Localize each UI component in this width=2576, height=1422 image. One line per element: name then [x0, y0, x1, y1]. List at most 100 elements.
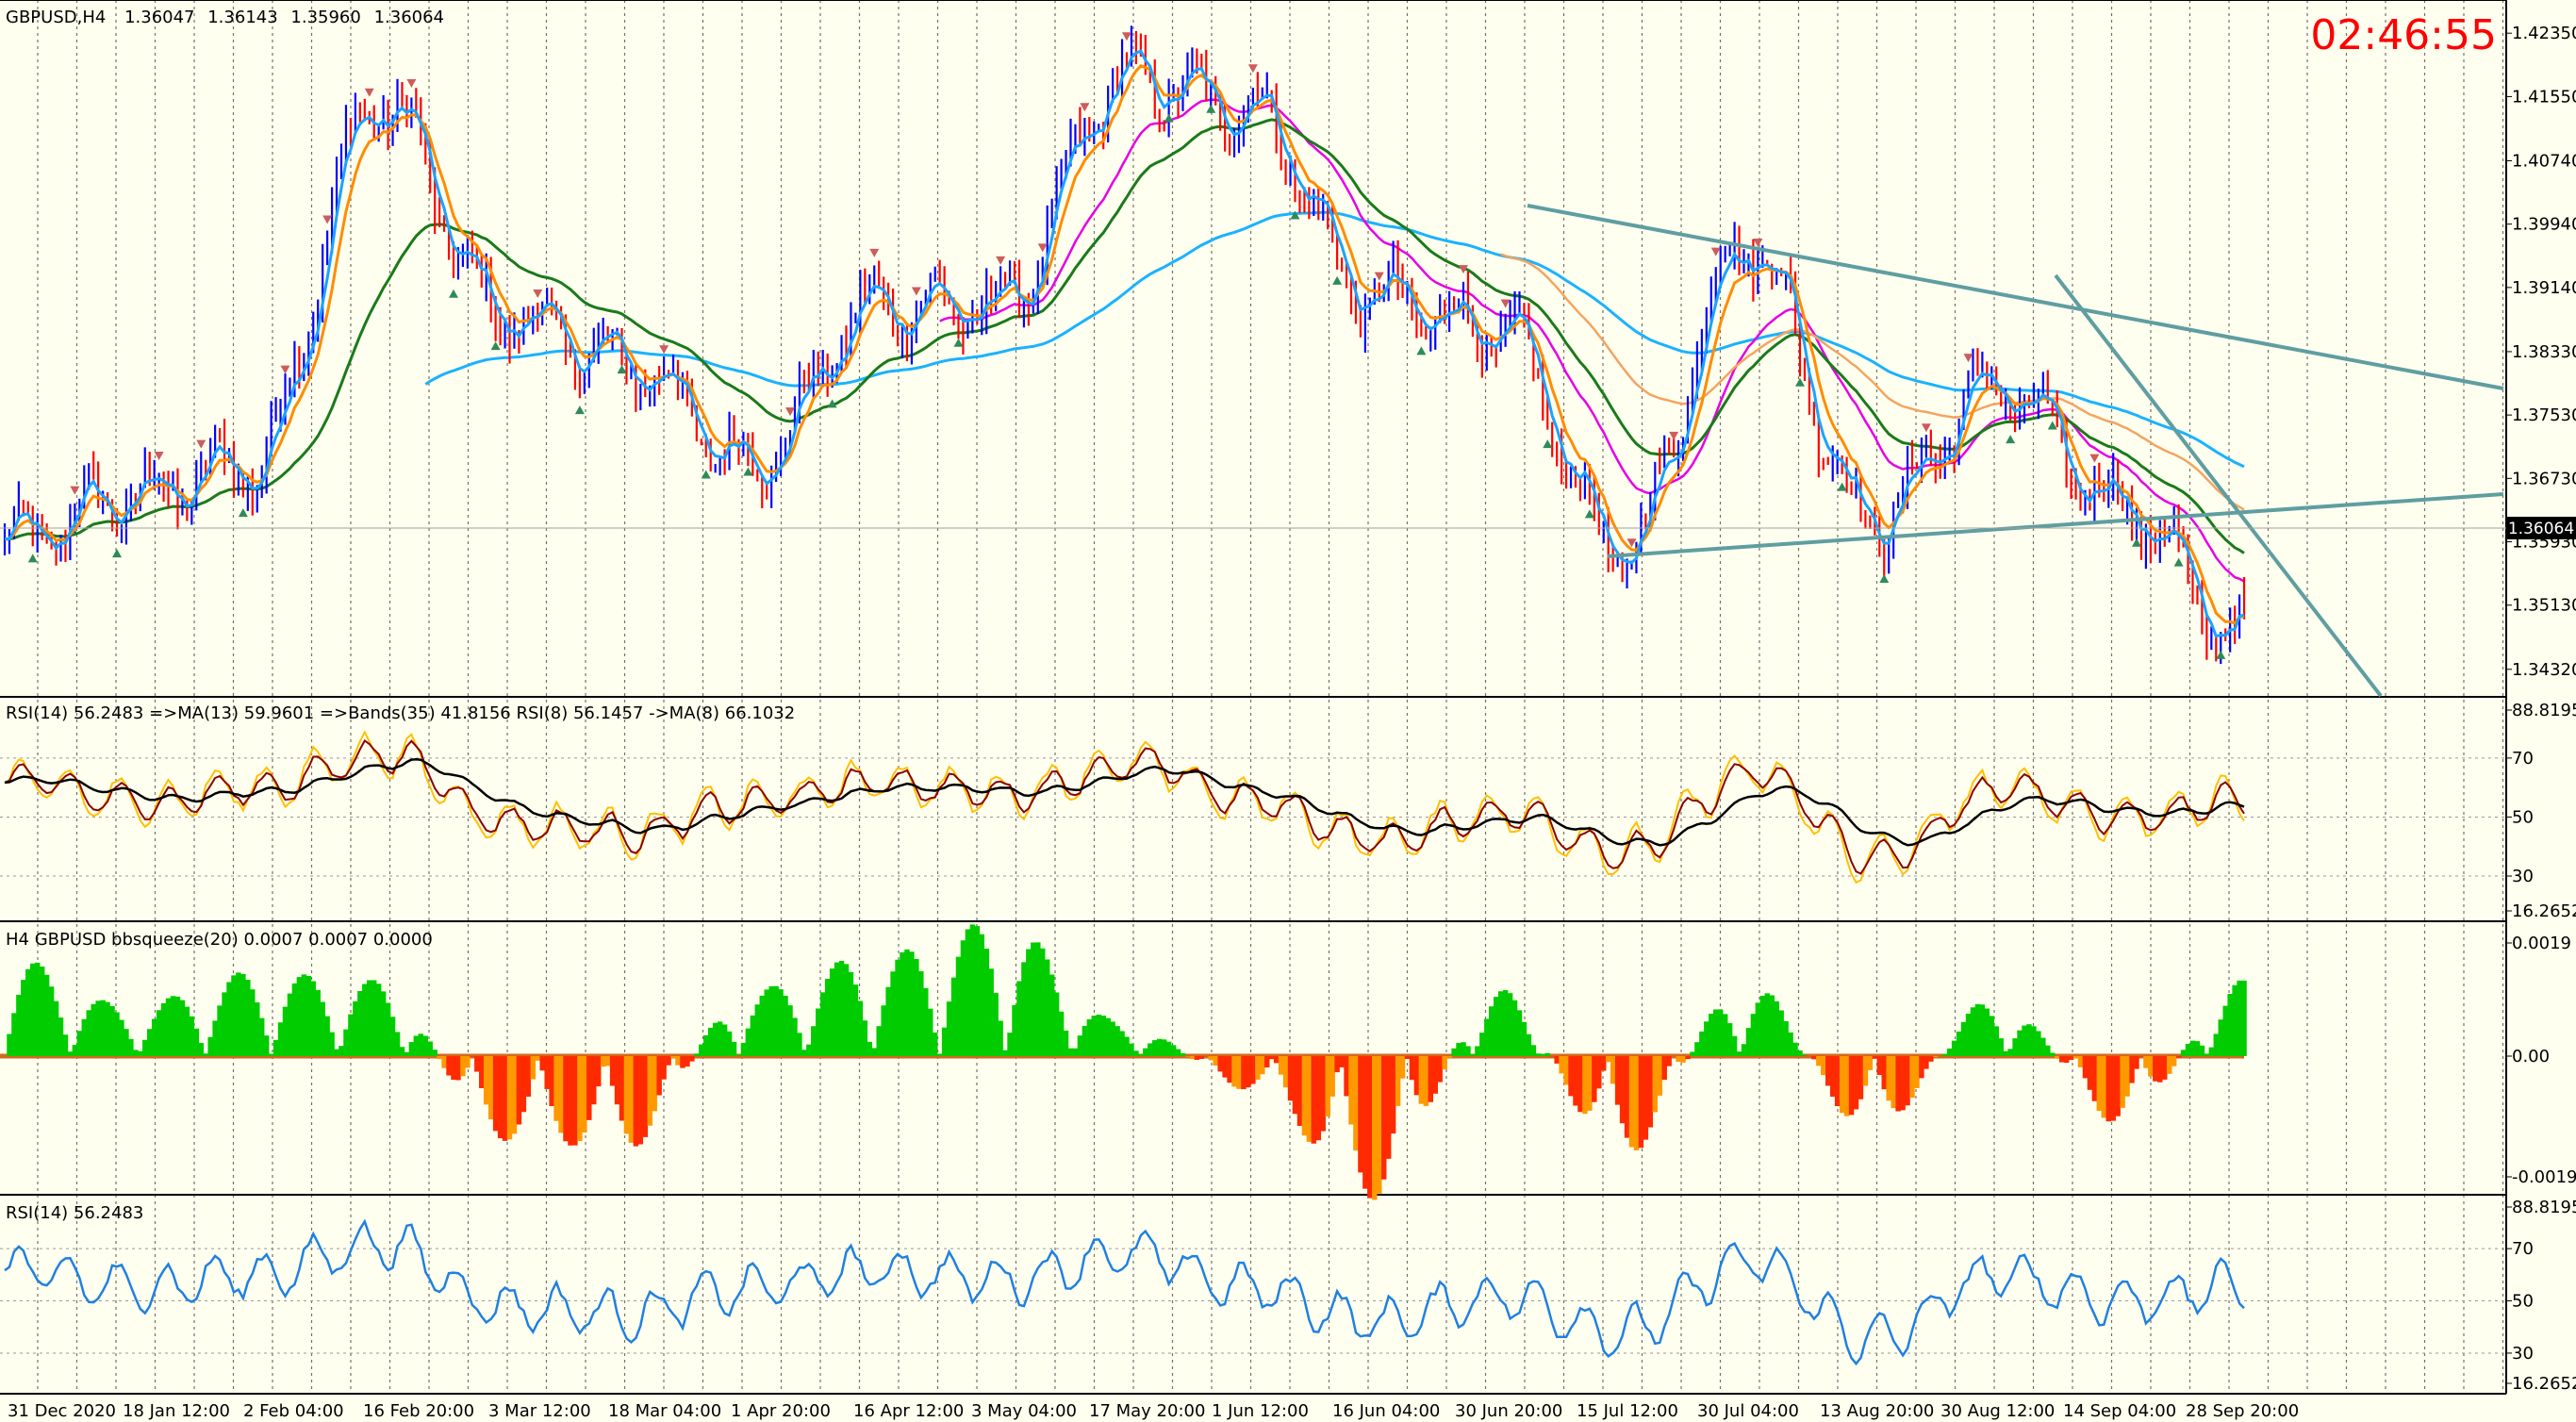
sell-arrow	[533, 289, 543, 299]
time-axis-label: 3 Mar 12:00	[488, 1401, 591, 1421]
ma-flat-path	[1500, 253, 2245, 511]
sell-arrow	[869, 248, 880, 257]
axis-tick-label: 16.2652	[2512, 901, 2576, 921]
current-price-tag: 1.36064	[2506, 517, 2576, 539]
time-axis-label: 14 Sep 04:00	[2063, 1401, 2176, 1421]
sell-arrow	[1753, 238, 1763, 247]
axis-tick-label: 1.36730	[2512, 469, 2576, 488]
low-price: 1.35960	[290, 8, 360, 27]
buy-arrow	[1543, 439, 1553, 449]
axis-tick-label: 88.8195	[2512, 701, 2576, 720]
rsi-label: RSI(14) 56.2483	[6, 1203, 143, 1223]
symbol-header: GBPUSD,H4 1.36047 1.36143 1.35960 1.3606…	[6, 8, 444, 27]
sell-arrow	[1500, 299, 1511, 308]
sell-arrow	[1963, 354, 1973, 363]
sell-arrow	[1921, 423, 1931, 433]
buy-arrow	[2173, 557, 2184, 567]
time-axis-label: 30 Jun 20:00	[1455, 1401, 1562, 1421]
axis-tick-label: 0.00	[2512, 1047, 2550, 1066]
axis-tick-label: 1.42350	[2512, 24, 2576, 43]
time-axis-label: 18 Jan 12:00	[123, 1401, 230, 1421]
rsi14-path	[4, 739, 2245, 875]
rsi-bands-lines	[4, 730, 2245, 885]
vertical-grid	[37, 0, 2504, 1394]
axis-tick-label: 50	[2512, 1292, 2534, 1312]
axis-tick-label: 30	[2512, 1344, 2534, 1364]
buy-arrow	[1879, 574, 1890, 584]
sell-arrow	[996, 256, 1006, 265]
axis-tick-label: 1.39140	[2512, 278, 2576, 298]
ma-green-line	[5, 118, 2245, 554]
buy-arrow	[1837, 482, 1847, 491]
trendline	[1527, 204, 2504, 390]
axis-tick-label: 1.40740	[2512, 151, 2576, 171]
bbsqueeze-panel	[0, 924, 2247, 1200]
sell-arrow	[1247, 64, 1258, 74]
sell-arrow	[911, 287, 921, 296]
buy-arrow	[617, 365, 627, 374]
close-price: 1.36064	[374, 8, 444, 27]
ma-orange-line	[4, 64, 2245, 625]
time-axis-label: 16 Apr 12:00	[853, 1401, 964, 1421]
buy-arrow	[2047, 421, 2057, 430]
buy-arrow	[1416, 346, 1427, 356]
time-axis-label: 16 Jun 04:00	[1332, 1401, 1440, 1421]
ma-orange-path	[4, 64, 2245, 625]
time-axis-label: 16 Feb 20:00	[363, 1401, 474, 1421]
sell-arrow	[1459, 265, 1468, 274]
time-axis-label: 15 Jul 12:00	[1577, 1401, 1678, 1421]
trendlines[interactable]	[1527, 204, 2504, 698]
axis-tick-label: 70	[2512, 749, 2534, 769]
time-axis-label: 3 May 04:00	[971, 1401, 1077, 1421]
ma-light-path	[4, 49, 2245, 638]
sell-arrow	[785, 407, 795, 417]
time-axis-label: 30 Jul 04:00	[1697, 1401, 1799, 1421]
time-axis-label: 1 Jun 12:00	[1212, 1401, 1309, 1421]
sell-arrow	[406, 78, 417, 88]
buy-arrow	[1206, 104, 1216, 113]
time-axis-label: 1 Apr 20:00	[731, 1401, 831, 1421]
sell-arrow	[322, 215, 333, 224]
time-axis-label: 2 Feb 04:00	[243, 1401, 344, 1421]
ma-green-path	[5, 118, 2245, 554]
squeeze-histogram	[7, 924, 2247, 1200]
high-price: 1.36143	[207, 8, 277, 27]
price-axis: 1.42350 1.41550 1.40740 1.39940 1.39140 1.383…	[2506, 24, 2576, 680]
buy-arrow	[2216, 650, 2226, 659]
time-axis-label: 17 May 20:00	[1089, 1401, 1205, 1421]
axis-tick-label: 1.39940	[2512, 215, 2576, 235]
axis-tick-label: 50	[2512, 807, 2534, 827]
sell-arrow	[2089, 454, 2100, 463]
axis-tick-label: 1.38330	[2512, 342, 2576, 362]
time-axis-label: 28 Sep 20:00	[2186, 1401, 2299, 1421]
server-clock: 02:46:55	[2310, 11, 2497, 59]
buy-arrow	[743, 467, 753, 476]
rsi-bands-axis: 88.8195 70 50 30 16.2652	[2506, 701, 2576, 921]
rsi-axis: 88.8195 70 50 30 16.2652	[2506, 1198, 2576, 1394]
buy-arrow	[449, 289, 458, 298]
time-axis-label: 30 Aug 12:00	[1940, 1401, 2055, 1421]
sell-arrow	[364, 88, 374, 97]
axis-tick-label: 1.35130	[2512, 596, 2576, 616]
time-axis-label: 13 Aug 20:00	[1820, 1401, 1934, 1421]
buy-arrow	[2132, 537, 2141, 547]
rsi-line	[4, 1218, 2245, 1366]
sell-arrow	[280, 365, 290, 374]
sell-arrow	[1669, 431, 1679, 440]
buy-arrow	[953, 338, 964, 347]
rsi-bands-label: RSI(14) 56.2483 =>MA(13) 59.9601 =>Bands…	[6, 703, 795, 723]
ma-magenta-path	[939, 98, 2245, 583]
sell-arrow	[70, 486, 80, 495]
buy-arrow	[112, 549, 122, 558]
panel-borders	[0, 0, 2507, 1395]
time-axis-label: 31 Dec 2020	[8, 1401, 116, 1421]
trendline	[2054, 273, 2383, 698]
sell-arrow	[1122, 32, 1131, 41]
price-panel	[0, 25, 2506, 698]
buy-arrow	[1332, 275, 1343, 285]
sell-arrow	[1037, 243, 1048, 253]
signal-arrows	[27, 32, 2226, 659]
buy-arrow	[490, 341, 501, 351]
